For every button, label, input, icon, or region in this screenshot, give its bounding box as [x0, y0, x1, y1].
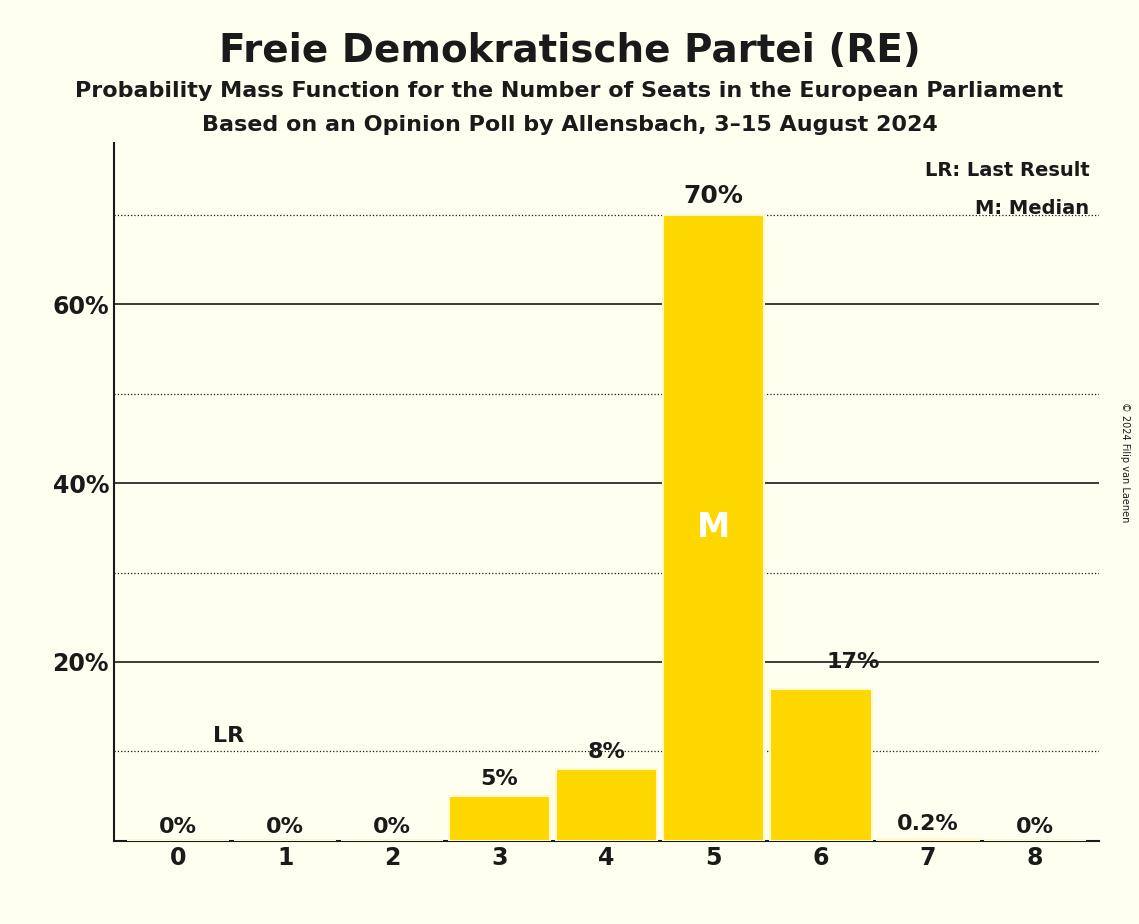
Text: Probability Mass Function for the Number of Seats in the European Parliament: Probability Mass Function for the Number… [75, 81, 1064, 102]
Text: LR: Last Result: LR: Last Result [925, 161, 1089, 179]
Text: 0%: 0% [374, 817, 411, 837]
Text: 0.2%: 0.2% [896, 814, 959, 833]
Bar [770, 688, 871, 841]
Text: LR: LR [213, 726, 244, 746]
Text: Freie Demokratische Partei (RE): Freie Demokratische Partei (RE) [219, 32, 920, 70]
Bar [877, 839, 978, 841]
Text: Based on an Opinion Poll by Allensbach, 3–15 August 2024: Based on an Opinion Poll by Allensbach, … [202, 115, 937, 135]
Text: 17%: 17% [826, 652, 879, 672]
Text: 5%: 5% [481, 769, 518, 789]
Text: © 2024 Filip van Laenen: © 2024 Filip van Laenen [1121, 402, 1130, 522]
Text: 8%: 8% [588, 742, 625, 762]
Text: M: M [697, 511, 730, 544]
Text: 0%: 0% [267, 817, 304, 837]
Text: 0%: 0% [159, 817, 197, 837]
Bar [556, 770, 657, 841]
Bar [663, 214, 764, 841]
Text: 70%: 70% [683, 184, 744, 208]
Bar [449, 796, 550, 841]
Text: M: Median: M: Median [975, 199, 1089, 218]
Text: 0%: 0% [1016, 817, 1054, 837]
